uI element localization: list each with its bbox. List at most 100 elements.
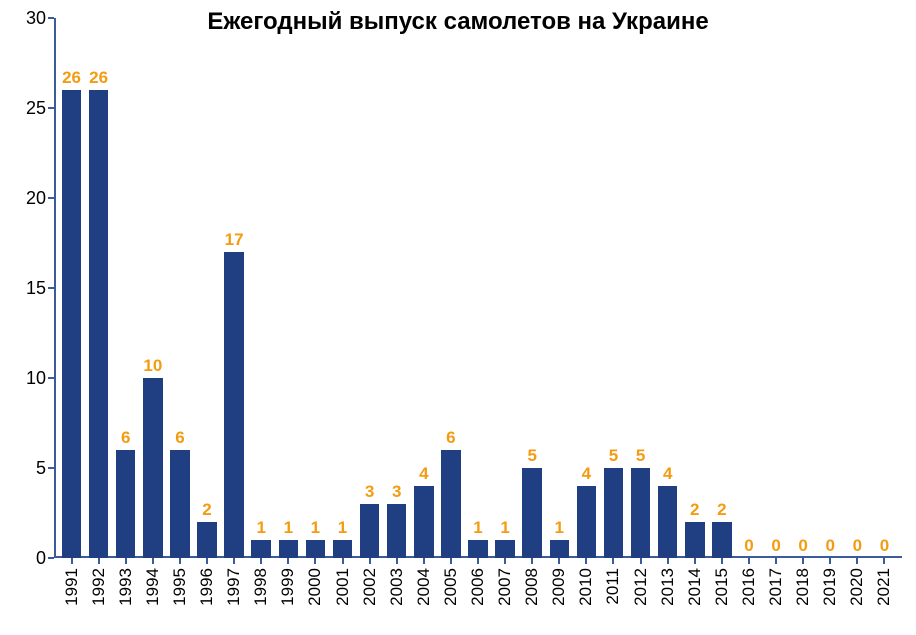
bar bbox=[170, 450, 190, 558]
bar-value-label: 1 bbox=[311, 518, 320, 538]
bar-value-label: 0 bbox=[826, 536, 835, 556]
y-tick bbox=[48, 197, 54, 199]
x-tick bbox=[287, 558, 289, 564]
bar bbox=[360, 504, 380, 558]
x-tick-label: 2013 bbox=[658, 568, 678, 606]
bar-value-label: 3 bbox=[392, 482, 401, 502]
bar bbox=[116, 450, 136, 558]
y-tick-label: 30 bbox=[4, 8, 46, 29]
x-tick-label: 1999 bbox=[278, 568, 298, 606]
x-tick bbox=[342, 558, 344, 564]
x-tick-label: 2012 bbox=[631, 568, 651, 606]
x-tick-label: 1995 bbox=[170, 568, 190, 606]
x-tick bbox=[206, 558, 208, 564]
bar bbox=[89, 90, 109, 558]
x-tick bbox=[748, 558, 750, 564]
x-tick-label: 2007 bbox=[495, 568, 515, 606]
x-tick-label: 2011 bbox=[603, 568, 623, 605]
x-tick bbox=[125, 558, 127, 564]
chart-plot-area: 0510152025302619912619926199310199461995… bbox=[54, 18, 902, 558]
x-tick-label: 2014 bbox=[685, 568, 705, 606]
bar-value-label: 1 bbox=[338, 518, 347, 538]
bar bbox=[143, 378, 163, 558]
x-tick bbox=[829, 558, 831, 564]
bar bbox=[224, 252, 244, 558]
bar-value-label: 17 bbox=[225, 230, 244, 250]
bar-value-label: 4 bbox=[663, 464, 672, 484]
bar bbox=[577, 486, 597, 558]
bar-value-label: 6 bbox=[121, 428, 130, 448]
bar bbox=[62, 90, 82, 558]
x-tick bbox=[369, 558, 371, 564]
bar-value-label: 0 bbox=[744, 536, 753, 556]
x-tick bbox=[883, 558, 885, 564]
bar-value-label: 1 bbox=[256, 518, 265, 538]
bar-value-label: 2 bbox=[717, 500, 726, 520]
bar bbox=[468, 540, 488, 558]
bar-value-label: 2 bbox=[690, 500, 699, 520]
x-tick bbox=[640, 558, 642, 564]
x-tick bbox=[423, 558, 425, 564]
bar-value-label: 5 bbox=[636, 446, 645, 466]
x-tick bbox=[260, 558, 262, 564]
bar bbox=[522, 468, 542, 558]
bar-value-label: 4 bbox=[582, 464, 591, 484]
y-tick-label: 10 bbox=[4, 368, 46, 389]
bar-value-label: 4 bbox=[419, 464, 428, 484]
x-tick-label: 1997 bbox=[224, 568, 244, 606]
bar bbox=[712, 522, 732, 558]
y-tick bbox=[48, 467, 54, 469]
x-tick-label: 2010 bbox=[576, 568, 596, 606]
bar bbox=[414, 486, 434, 558]
x-tick bbox=[558, 558, 560, 564]
bar bbox=[333, 540, 353, 558]
x-tick-label: 2020 bbox=[847, 568, 867, 606]
x-tick-label: 2000 bbox=[305, 568, 325, 606]
bar bbox=[387, 504, 407, 558]
x-tick bbox=[531, 558, 533, 564]
bar bbox=[251, 540, 271, 558]
x-tick bbox=[721, 558, 723, 564]
bar-value-label: 5 bbox=[527, 446, 536, 466]
bar bbox=[550, 540, 570, 558]
bar-value-label: 5 bbox=[609, 446, 618, 466]
y-tick-label: 0 bbox=[4, 548, 46, 569]
bar bbox=[197, 522, 217, 558]
bar-value-label: 0 bbox=[771, 536, 780, 556]
bar bbox=[685, 522, 705, 558]
bar-value-label: 3 bbox=[365, 482, 374, 502]
x-tick bbox=[477, 558, 479, 564]
y-tick bbox=[48, 377, 54, 379]
x-tick-label: 2006 bbox=[468, 568, 488, 606]
x-tick bbox=[802, 558, 804, 564]
bar bbox=[631, 468, 651, 558]
x-tick-label: 2008 bbox=[522, 568, 542, 606]
bar-value-label: 0 bbox=[798, 536, 807, 556]
x-tick bbox=[667, 558, 669, 564]
bar-value-label: 1 bbox=[555, 518, 564, 538]
x-tick bbox=[775, 558, 777, 564]
y-tick bbox=[48, 287, 54, 289]
x-tick-label: 2003 bbox=[387, 568, 407, 606]
x-tick bbox=[314, 558, 316, 564]
y-axis bbox=[54, 18, 56, 558]
x-tick-label: 1991 bbox=[62, 568, 82, 606]
bar-value-label: 1 bbox=[284, 518, 293, 538]
x-tick bbox=[856, 558, 858, 564]
bar-value-label: 2 bbox=[202, 500, 211, 520]
x-tick-label: 2018 bbox=[793, 568, 813, 606]
bar bbox=[279, 540, 299, 558]
x-tick-label: 1993 bbox=[116, 568, 136, 606]
bar bbox=[306, 540, 326, 558]
x-tick bbox=[179, 558, 181, 564]
x-tick-label: 2001 bbox=[333, 568, 353, 606]
bar bbox=[441, 450, 461, 558]
x-tick bbox=[98, 558, 100, 564]
bar bbox=[495, 540, 515, 558]
x-tick bbox=[504, 558, 506, 564]
x-tick-label: 1992 bbox=[89, 568, 109, 606]
x-tick bbox=[396, 558, 398, 564]
x-tick-label: 1998 bbox=[251, 568, 271, 606]
x-tick-label: 2009 bbox=[549, 568, 569, 606]
x-tick bbox=[585, 558, 587, 564]
